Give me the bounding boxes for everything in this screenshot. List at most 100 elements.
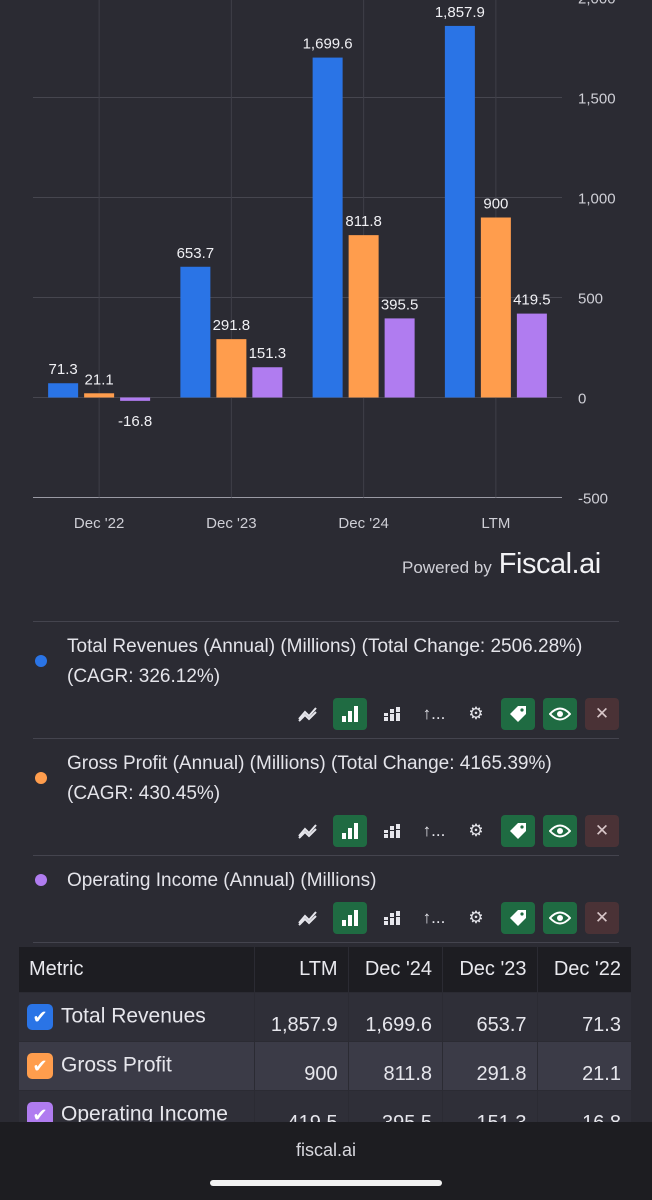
metric-name: Total Revenues <box>61 1004 206 1028</box>
line-chart-icon[interactable] <box>291 902 325 934</box>
series-controls: ↑... ⚙ ✕ <box>33 896 619 942</box>
bar <box>180 266 211 398</box>
checkbox-checked-icon[interactable]: ✔ <box>27 1053 53 1079</box>
close-icon[interactable]: ✕ <box>585 698 619 730</box>
bar-chart-icon[interactable] <box>333 815 367 847</box>
column-header-dec-22[interactable]: Dec '22 <box>536 946 633 993</box>
table-cell: 291.8 <box>442 1041 538 1091</box>
bar <box>48 383 79 398</box>
column-header-metric[interactable]: Metric <box>18 946 255 993</box>
home-indicator[interactable] <box>210 1180 442 1186</box>
close-icon[interactable]: ✕ <box>585 815 619 847</box>
x-tick-label: LTM <box>481 515 510 532</box>
data-label: 1,699.6 <box>303 36 353 53</box>
eye-icon[interactable] <box>543 698 577 730</box>
bar <box>216 339 247 398</box>
tag-icon[interactable] <box>501 698 535 730</box>
table-header-row: Metric LTM Dec '24 Dec '23 Dec '22 <box>18 946 633 993</box>
bar <box>516 313 547 398</box>
data-label: 811.8 <box>345 213 381 230</box>
tag-icon[interactable] <box>501 902 535 934</box>
stacked-bar-icon[interactable] <box>375 902 409 934</box>
legend-item-operating-income: Operating Income (Annual) (Millions) ↑..… <box>33 855 619 943</box>
table-cell: 1,699.6 <box>347 992 444 1042</box>
y-tick-label: 0 <box>578 391 586 408</box>
bar <box>348 235 379 398</box>
gear-icon[interactable]: ⚙ <box>468 704 484 723</box>
table-cell: 653.7 <box>442 992 538 1042</box>
bar <box>384 318 415 398</box>
bar <box>252 367 283 398</box>
series-color-dot <box>35 874 47 886</box>
series-legend: Total Revenues (Annual) (Millions) (Tota… <box>33 621 619 943</box>
data-label: 419.5 <box>513 292 551 309</box>
checkbox-checked-icon[interactable]: ✔ <box>27 1004 53 1030</box>
table-cell: 811.8 <box>347 1041 444 1091</box>
url-label[interactable]: fiscal.ai <box>295 1140 357 1160</box>
sort-icon[interactable]: ↑... <box>422 704 446 723</box>
column-header-ltm[interactable]: LTM <box>253 946 349 993</box>
stacked-bar-icon[interactable] <box>375 815 409 847</box>
series-label: Operating Income (Annual) (Millions) <box>67 870 377 891</box>
table-row: ✔ Total Revenues 1,857.9 1,699.6 653.7 71… <box>18 992 633 1042</box>
x-tick-label: Dec '24 <box>338 515 388 532</box>
bar <box>480 217 511 398</box>
data-label: 1,857.9 <box>435 4 485 21</box>
data-label: 291.8 <box>213 317 251 334</box>
bar <box>444 25 475 398</box>
metric-cell: ✔ Gross Profit <box>18 1041 255 1091</box>
table-cell: 71.3 <box>536 992 633 1042</box>
y-tick-label: 1,500 <box>578 91 616 108</box>
bar-chart-icon[interactable] <box>333 698 367 730</box>
browser-footer: fiscal.ai <box>0 1122 652 1200</box>
sort-icon[interactable]: ↑... <box>422 821 446 840</box>
series-color-dot <box>35 772 47 784</box>
eye-icon[interactable] <box>543 815 577 847</box>
data-label: 653.7 <box>177 245 215 262</box>
y-tick-label: 500 <box>578 291 603 308</box>
line-chart-icon[interactable] <box>291 815 325 847</box>
data-label: -16.8 <box>118 413 152 430</box>
data-label: 71.3 <box>49 361 78 378</box>
x-tick-label: Dec '22 <box>74 515 124 532</box>
bar <box>312 57 343 398</box>
column-header-dec-24[interactable]: Dec '24 <box>347 946 444 993</box>
table-cell: 900 <box>253 1041 349 1091</box>
legend-item-total-revenues: Total Revenues (Annual) (Millions) (Tota… <box>33 621 619 738</box>
series-label: Total Revenues (Annual) (Millions) (Tota… <box>67 636 583 687</box>
powered-by[interactable]: Powered by Fiscal.ai <box>402 548 601 581</box>
series-label: Gross Profit (Annual) (Millions) (Total … <box>67 753 552 804</box>
metric-name: Gross Profit <box>61 1053 172 1077</box>
fiscal-ai-logo: Fiscal.ai <box>498 548 601 580</box>
y-tick-label: -500 <box>578 491 608 508</box>
bar-chart-icon[interactable] <box>333 902 367 934</box>
bar <box>84 393 115 398</box>
eye-icon[interactable] <box>543 902 577 934</box>
legend-item-gross-profit: Gross Profit (Annual) (Millions) (Total … <box>33 738 619 855</box>
close-icon[interactable]: ✕ <box>585 902 619 934</box>
x-tick-label: Dec '23 <box>206 515 256 532</box>
data-label: 151.3 <box>249 345 287 362</box>
series-color-dot <box>35 655 47 667</box>
table-row: ✔ Gross Profit 900 811.8 291.8 21.1 <box>18 1041 633 1091</box>
powered-by-label: Powered by <box>402 558 492 577</box>
revenue-chart: -500 0 500 1,000 1,500 2,000 Dec '22 Dec '23 Dec… <box>33 0 616 532</box>
table-cell: 1,857.9 <box>253 992 349 1042</box>
metric-cell: ✔ Total Revenues <box>18 992 255 1042</box>
sort-icon[interactable]: ↑... <box>422 908 446 927</box>
series-controls: ↑... ⚙ ✕ <box>33 692 619 738</box>
data-label: 395.5 <box>381 296 419 313</box>
bar <box>120 397 151 401</box>
y-tick-label: 2,000 <box>578 0 616 8</box>
column-header-dec-23[interactable]: Dec '23 <box>442 946 538 993</box>
table-cell: 21.1 <box>536 1041 633 1091</box>
gear-icon[interactable]: ⚙ <box>468 908 484 927</box>
data-label: 21.1 <box>85 371 114 388</box>
tag-icon[interactable] <box>501 815 535 847</box>
y-tick-label: 1,000 <box>578 191 616 208</box>
gear-icon[interactable]: ⚙ <box>468 821 484 840</box>
stacked-bar-icon[interactable] <box>375 698 409 730</box>
line-chart-icon[interactable] <box>291 698 325 730</box>
series-controls: ↑... ⚙ ✕ <box>33 809 619 855</box>
metrics-table: Metric LTM Dec '24 Dec '23 Dec '22 ✔ Tota… <box>18 946 633 1140</box>
